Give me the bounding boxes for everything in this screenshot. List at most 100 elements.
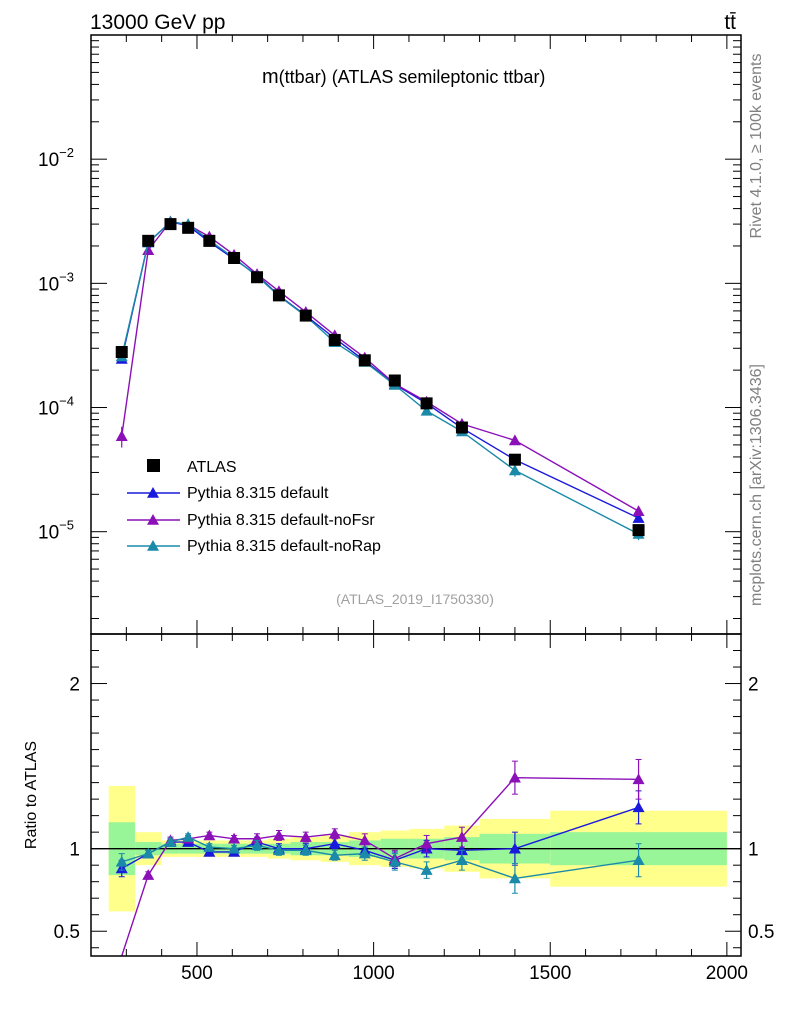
series-marker-ratio — [182, 831, 195, 842]
ratio-ylabel: Ratio to ATLAS — [23, 741, 40, 849]
series-marker-ratio — [632, 801, 645, 813]
atlas-data-point — [203, 234, 216, 247]
series-marker-ratio — [508, 771, 521, 783]
series-marker-ratio — [142, 869, 155, 880]
series-marker-ratio — [203, 829, 216, 841]
legend-atlas-label: ATLAS — [187, 459, 237, 476]
series-marker-ratio — [164, 836, 177, 847]
process-label: tt̄ — [724, 11, 736, 34]
atlas-data-point — [388, 374, 401, 387]
atlas-data-point — [115, 345, 128, 358]
legend-series-marker — [147, 514, 159, 525]
atlas-data-point — [182, 221, 195, 234]
atlas-data-point — [508, 453, 521, 466]
ratio-tick-label-left: 0.5 — [54, 922, 80, 943]
series-marker-ratio — [358, 834, 371, 846]
y-tick-base: 10 — [38, 150, 59, 171]
x-tick-label: 1000 — [352, 963, 394, 984]
atlas-data-point — [328, 333, 341, 346]
rivet-version-label: Rivet 4.1.0, ≥ 100k events — [748, 54, 765, 239]
series-marker-top — [420, 404, 433, 416]
title-main: m — [262, 66, 279, 88]
series-line-ratio — [121, 836, 639, 880]
legend: ATLAS Pythia 8.315 default Pythia 8.315 … — [127, 459, 381, 555]
series-marker-ratio — [388, 855, 401, 867]
series-marker-ratio — [632, 773, 645, 785]
atlas-data-point — [420, 397, 433, 410]
series-marker-ratio — [358, 847, 371, 859]
series-marker-top — [115, 430, 128, 441]
series-marker-ratio — [455, 854, 468, 866]
y-tick-label: 10−3 — [38, 269, 74, 295]
series-marker-top — [508, 464, 521, 476]
atlas-data-point — [142, 234, 155, 247]
analysis-label: (ATLAS_2019_I1750330) — [336, 591, 494, 607]
atlas-data-points — [115, 218, 645, 537]
series-marker-ratio — [455, 831, 468, 842]
series-line-top — [121, 221, 639, 535]
series-marker-ratio — [115, 855, 128, 867]
axis-ticks — [91, 34, 741, 956]
atlas-data-point — [228, 252, 241, 265]
series-marker-ratio — [508, 872, 521, 884]
legend-series-0-label: Pythia 8.315 default — [187, 485, 329, 502]
title-rest: (ATLAS semileptonic ttbar) — [327, 67, 546, 87]
mcplots-label: mcplots.cern.ch [arXiv:1306.3436] — [748, 364, 765, 606]
series-marker-ratio — [251, 839, 264, 851]
series-marker-ratio — [328, 837, 341, 849]
x-tick-label: 1500 — [529, 963, 571, 984]
series-marker-top — [508, 434, 521, 446]
series-marker-top — [632, 505, 645, 516]
legend-series-marker — [147, 540, 159, 551]
atlas-data-point — [358, 354, 371, 367]
ratio-tick-label-right: 0.5 — [748, 922, 774, 943]
series-marker-ratio — [455, 844, 468, 856]
series-marker-ratio — [632, 854, 645, 866]
legend-series-entries — [127, 487, 180, 551]
atlas-data-point — [299, 309, 312, 322]
atlas-data-point — [251, 271, 264, 284]
ratio-tick-label-right: 2 — [748, 675, 759, 696]
y-tick-exponent: −3 — [59, 269, 74, 284]
series-marker-ratio — [203, 841, 216, 852]
y-tick-label: 10−4 — [38, 394, 74, 420]
series-marker-ratio — [508, 842, 521, 854]
y-tick-exponent: −2 — [59, 145, 74, 160]
atlas-data-point — [164, 218, 177, 231]
series-marker-ratio — [228, 832, 241, 844]
energy-label: 13000 GeV pp — [90, 11, 225, 34]
y-tick-base: 10 — [38, 274, 59, 295]
x-tick-label: 500 — [181, 963, 213, 984]
y-tick-label: 10−2 — [38, 145, 74, 171]
atlas-data-point — [455, 421, 468, 434]
series-marker-top — [632, 512, 645, 523]
y-tick-base: 10 — [38, 523, 59, 544]
series-marker-ratio — [328, 827, 341, 839]
series-marker-ratio — [142, 847, 155, 859]
legend-series-1-label: Pythia 8.315 default-noFsr — [187, 512, 375, 529]
series-marker-ratio — [299, 844, 312, 856]
atlas-data-point — [272, 289, 285, 302]
series-marker-ratio — [328, 849, 341, 861]
series-marker-ratio — [228, 842, 241, 854]
ratio-plot-frame — [90, 633, 742, 957]
series-marker-ratio — [299, 831, 312, 842]
plot-title: m(ttbar) (ATLAS semileptonic ttbar) — [262, 66, 545, 88]
legend-atlas-marker — [147, 459, 160, 472]
y-tick-label: 10−5 — [38, 518, 74, 544]
atlas-data-point — [632, 524, 645, 537]
ratio-tick-label-right: 1 — [748, 840, 759, 861]
title-ttbar: (ttbar) — [279, 67, 327, 87]
series-line-ratio — [121, 806, 639, 870]
series-marker-ratio — [272, 829, 285, 841]
y-tick-base: 10 — [38, 399, 59, 420]
ratio-tick-label-left: 1 — [69, 840, 80, 861]
ratio-tick-label-left: 2 — [69, 675, 80, 696]
series-marker-ratio — [420, 837, 433, 849]
legend-series-2-label: Pythia 8.315 default-noRap — [187, 538, 381, 555]
series-marker-ratio — [272, 844, 285, 856]
y-tick-exponent: −5 — [59, 518, 74, 533]
legend-series-marker — [147, 487, 159, 498]
x-tick-label: 2000 — [706, 963, 748, 984]
